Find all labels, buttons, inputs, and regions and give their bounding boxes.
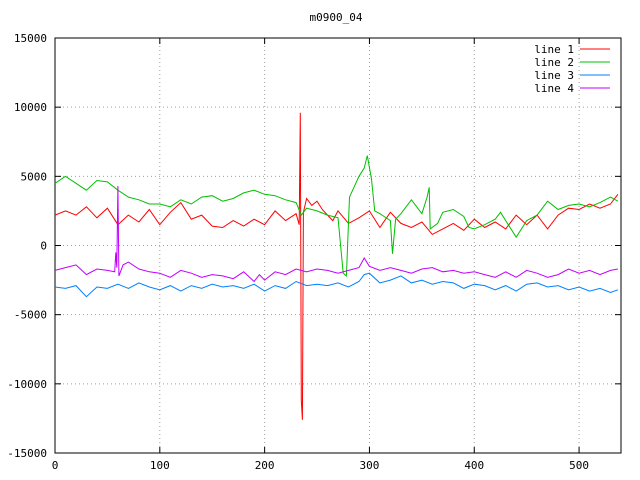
y-tick-label: 0 [40,240,47,253]
y-axis: -15000 -10000 -5000 0 5000 10000 15000 [7,32,621,460]
legend-label-1: line 1 [534,43,574,56]
y-tick-label: 5000 [21,170,48,183]
series-line-2 [54,155,619,277]
y-tick-label: -5000 [14,309,47,322]
series-line-4 [54,185,618,283]
x-tick-label: 500 [569,459,589,472]
legend-label-2: line 2 [534,56,574,69]
y-tick-label: -15000 [7,447,47,460]
y-tick-label: -10000 [7,378,47,391]
x-tick-label: 0 [52,459,59,472]
x-axis: 0 100 200 300 400 500 [52,38,589,472]
x-tick-label: 200 [255,459,275,472]
y-tick-label: 10000 [14,101,47,114]
series-line-3 [54,272,619,298]
legend-label-4: line 4 [534,82,574,95]
chart-title: m0900_04 [310,11,363,24]
series-line-1 [54,112,619,420]
legend-label-3: line 3 [534,69,574,82]
y-tick-label: 15000 [14,32,47,45]
x-tick-label: 300 [360,459,380,472]
grid [55,38,621,453]
x-tick-label: 400 [464,459,484,472]
series-lines [54,112,619,420]
x-tick-label: 100 [150,459,170,472]
